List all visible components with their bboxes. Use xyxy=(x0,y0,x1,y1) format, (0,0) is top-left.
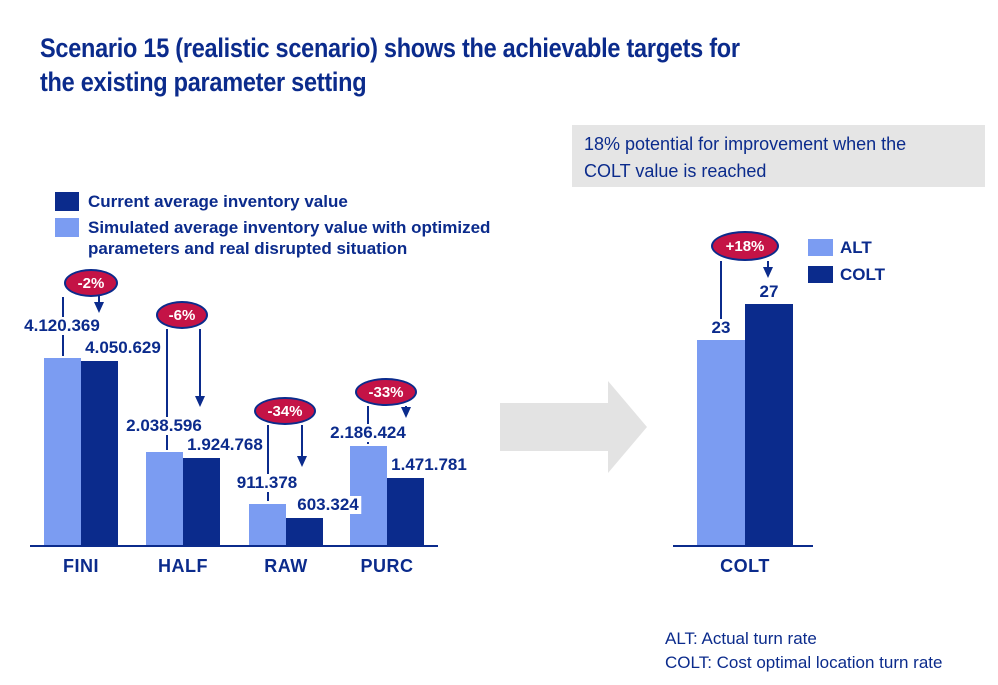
x-axis-left xyxy=(30,545,438,547)
value-label-simulated-fini: 4.120.369 xyxy=(21,317,103,335)
bar-current-fini xyxy=(81,361,118,545)
bar-current-half xyxy=(183,458,220,545)
bar-current-raw xyxy=(286,518,323,545)
footnote-colt: COLT: Cost optimal location turn rate xyxy=(665,653,943,672)
value-label-colt: 27 xyxy=(756,283,782,301)
callout-box: 18% potential for improvement when the C… xyxy=(572,125,985,187)
annotation-arrow-colt-head xyxy=(763,267,773,278)
annotation-arrow-raw-line xyxy=(301,425,303,457)
category-label-fini: FINI xyxy=(63,556,99,576)
category-label-purc: PURC xyxy=(360,556,414,576)
value-label-current-half: 1.924.768 xyxy=(184,436,266,454)
legend-swatch-simulated xyxy=(55,218,79,237)
legend-label-current: Current average inventory value xyxy=(88,192,348,211)
annotation-arrow-purc-head xyxy=(401,407,411,418)
legend-swatch-alt xyxy=(808,239,833,256)
annotation-arrow-half-head xyxy=(195,396,205,407)
footnote-alt: ALT: Actual turn rate xyxy=(665,629,817,648)
badge-raw: -34% xyxy=(254,397,316,425)
legend-item-simulated: Simulated average inventory value with o… xyxy=(55,217,533,259)
category-label-half: HALF xyxy=(158,556,208,576)
bar-simulated-fini xyxy=(44,358,81,545)
legend-swatch-current xyxy=(55,192,79,211)
legend-label-alt: ALT xyxy=(840,238,872,257)
bar-alt xyxy=(697,340,745,545)
bar-simulated-raw xyxy=(249,504,286,545)
annotation-line-raw xyxy=(267,425,269,501)
annotation-arrow-colt-line xyxy=(767,261,769,268)
annotation-line-colt xyxy=(720,261,722,336)
value-label-current-raw: 603.324 xyxy=(294,496,362,514)
transition-arrow-icon xyxy=(500,381,647,473)
legend-label-colt: COLT xyxy=(840,265,886,284)
annotation-arrow-fini-head xyxy=(94,302,104,313)
category-label-colt: COLT xyxy=(720,556,770,576)
x-axis-right xyxy=(673,545,813,547)
value-label-alt: 23 xyxy=(708,319,734,337)
bar-simulated-half xyxy=(146,452,183,545)
value-label-current-fini: 4.050.629 xyxy=(82,339,164,357)
footnotes: ALT: Actual turn rate COLT: Cost optimal… xyxy=(665,627,942,675)
badge-half: -6% xyxy=(156,301,208,329)
badge-colt-improvement: +18% xyxy=(711,231,779,261)
category-label-raw: RAW xyxy=(264,556,308,576)
badge-purc: -33% xyxy=(355,378,417,406)
value-label-simulated-half: 2.038.596 xyxy=(123,417,205,435)
legend-label-simulated: Simulated average inventory value with o… xyxy=(88,218,491,258)
value-label-simulated-raw: 911.378 xyxy=(233,474,301,492)
annotation-line-half xyxy=(166,329,168,450)
legend-item-current: Current average inventory value xyxy=(55,191,348,212)
slide-title: Scenario 15 (realistic scenario) shows t… xyxy=(40,33,740,97)
annotation-arrow-fini-line xyxy=(98,295,100,303)
legend-swatch-colt xyxy=(808,266,833,283)
bar-simulated-purc xyxy=(350,446,387,545)
bar-current-purc xyxy=(387,478,424,545)
bar-colt xyxy=(745,304,793,545)
annotation-arrow-half-line xyxy=(199,329,201,397)
annotation-arrow-raw-head xyxy=(297,456,307,467)
value-label-simulated-purc: 2.186.424 xyxy=(327,424,409,442)
value-label-current-purc: 1.471.781 xyxy=(388,456,470,474)
badge-fini: -2% xyxy=(64,269,118,297)
